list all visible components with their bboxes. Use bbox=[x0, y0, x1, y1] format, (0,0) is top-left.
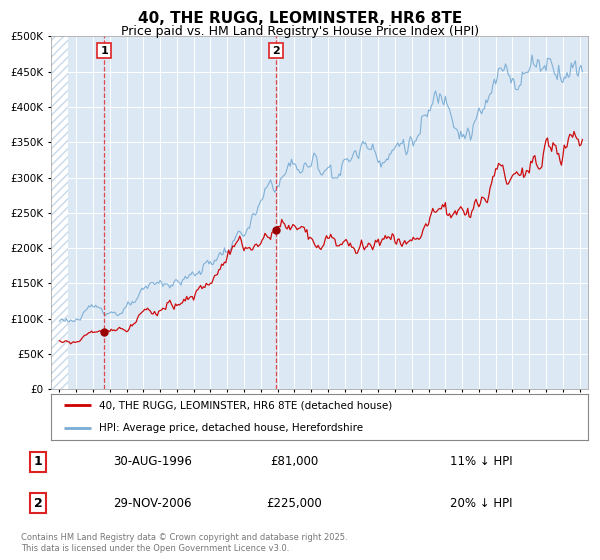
Text: 20% ↓ HPI: 20% ↓ HPI bbox=[450, 497, 512, 510]
Text: £81,000: £81,000 bbox=[271, 455, 319, 468]
Text: 11% ↓ HPI: 11% ↓ HPI bbox=[450, 455, 512, 468]
Text: 30-AUG-1996: 30-AUG-1996 bbox=[113, 455, 192, 468]
Bar bbox=[51, 36, 68, 389]
Text: 1: 1 bbox=[34, 455, 43, 468]
Text: 29-NOV-2006: 29-NOV-2006 bbox=[113, 497, 191, 510]
Text: HPI: Average price, detached house, Herefordshire: HPI: Average price, detached house, Here… bbox=[100, 423, 364, 433]
Text: 2: 2 bbox=[34, 497, 43, 510]
Text: 2: 2 bbox=[272, 45, 280, 55]
Text: 1: 1 bbox=[100, 45, 108, 55]
Text: Contains HM Land Registry data © Crown copyright and database right 2025.
This d: Contains HM Land Registry data © Crown c… bbox=[21, 533, 347, 553]
Text: 40, THE RUGG, LEOMINSTER, HR6 8TE (detached house): 40, THE RUGG, LEOMINSTER, HR6 8TE (detac… bbox=[100, 400, 392, 410]
Text: £225,000: £225,000 bbox=[266, 497, 322, 510]
Text: 40, THE RUGG, LEOMINSTER, HR6 8TE: 40, THE RUGG, LEOMINSTER, HR6 8TE bbox=[138, 11, 462, 26]
Bar bbox=[51, 36, 68, 389]
Text: Price paid vs. HM Land Registry's House Price Index (HPI): Price paid vs. HM Land Registry's House … bbox=[121, 25, 479, 38]
